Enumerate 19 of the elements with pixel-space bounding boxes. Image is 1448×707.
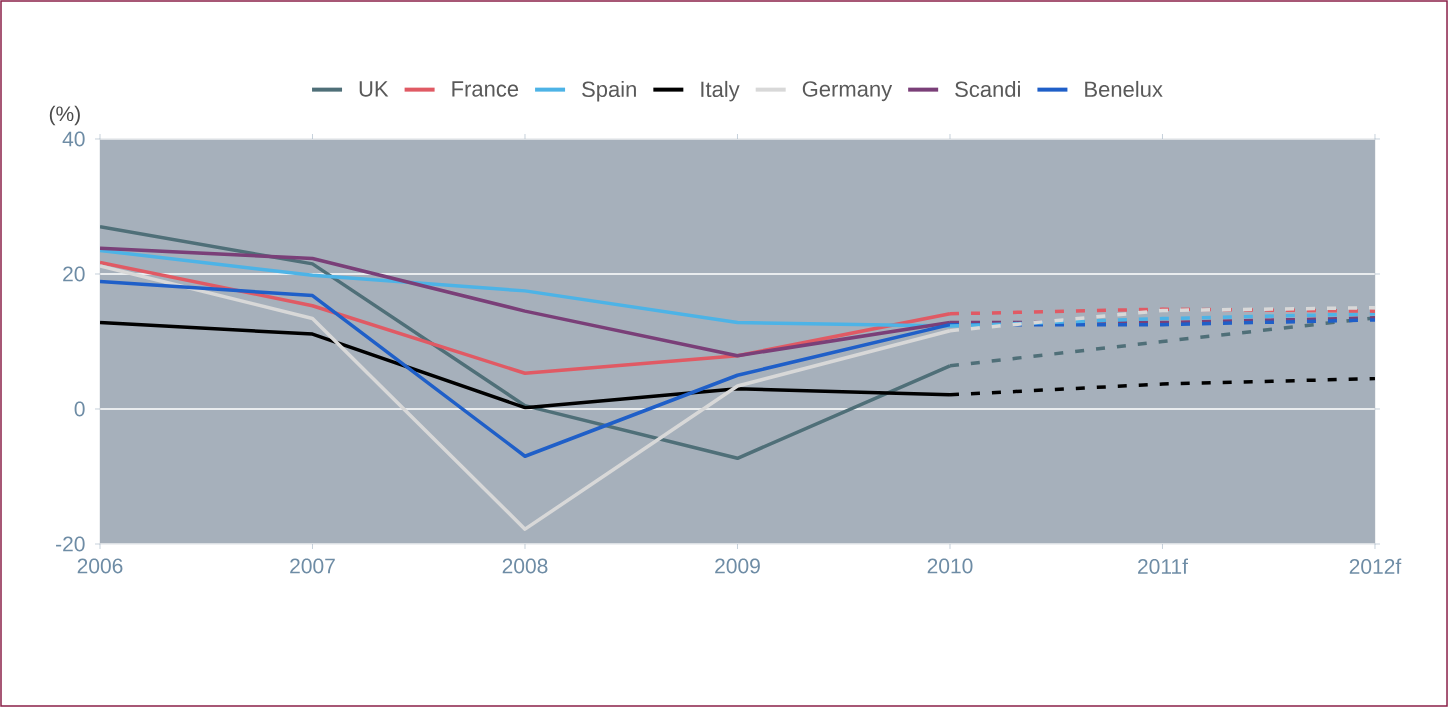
legend-label: France xyxy=(452,81,519,97)
x-tick-label: 2008 xyxy=(502,558,548,574)
legend-label: UK xyxy=(359,81,389,97)
legend-label: Spain xyxy=(582,80,636,102)
y-tick-label: -20 xyxy=(56,536,85,552)
x-tick-label: 2007 xyxy=(290,558,335,574)
x-tick-label: 2011f xyxy=(1138,558,1188,574)
legend-label: Benelux xyxy=(1085,80,1163,98)
y-tick-label: 0 xyxy=(74,401,85,417)
y-tick-label: 40 xyxy=(62,131,85,147)
legend-label: Germany xyxy=(802,81,893,102)
x-tick-label: 2006 xyxy=(77,558,123,574)
y-tick-label: 20 xyxy=(63,266,85,282)
legend-label: Scandi xyxy=(955,80,1020,98)
x-tick-label: 2009 xyxy=(715,558,760,574)
x-tick-label: 2012f xyxy=(1349,558,1402,574)
y-axis-title: (%) xyxy=(49,105,80,126)
legend-label: Italy xyxy=(701,80,740,102)
x-tick-label: 2010 xyxy=(927,558,973,574)
